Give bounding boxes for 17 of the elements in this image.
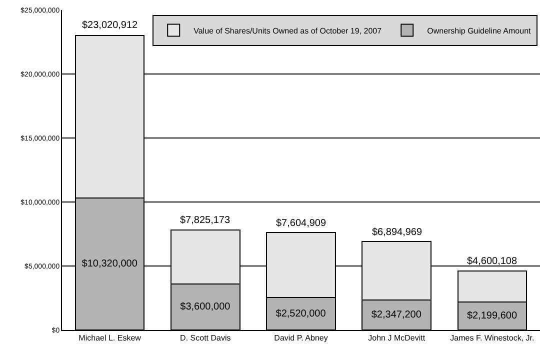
total-label: $7,604,909 bbox=[276, 218, 326, 229]
data-label: $2,199,600 bbox=[466, 310, 518, 322]
legend-label: Value of Shares/Units Owned as of October 19, 2007 bbox=[194, 26, 382, 36]
data-label: $2,520,000 bbox=[276, 308, 326, 320]
data-label: $2,347,200 bbox=[371, 309, 422, 320]
legend-label: Ownership Guideline Amount bbox=[427, 26, 532, 36]
total-label: $4,600,108 bbox=[467, 256, 518, 267]
x-tick-label: David P. Abney bbox=[274, 334, 328, 343]
data-label: $10,320,000 bbox=[82, 258, 138, 270]
x-tick-label: John J McDevitt bbox=[368, 334, 426, 343]
total-label: $6,894,969 bbox=[372, 227, 422, 238]
x-tick-label: D. Scott Davis bbox=[180, 334, 231, 343]
total-label: $7,825,173 bbox=[180, 215, 230, 226]
x-tick-label: Michael L. Eskew bbox=[78, 334, 142, 343]
data-label: $3,600,000 bbox=[180, 301, 231, 312]
x-tick-label: James F. Winestock, Jr. bbox=[450, 334, 534, 343]
total-label: $23,020,912 bbox=[82, 20, 138, 31]
